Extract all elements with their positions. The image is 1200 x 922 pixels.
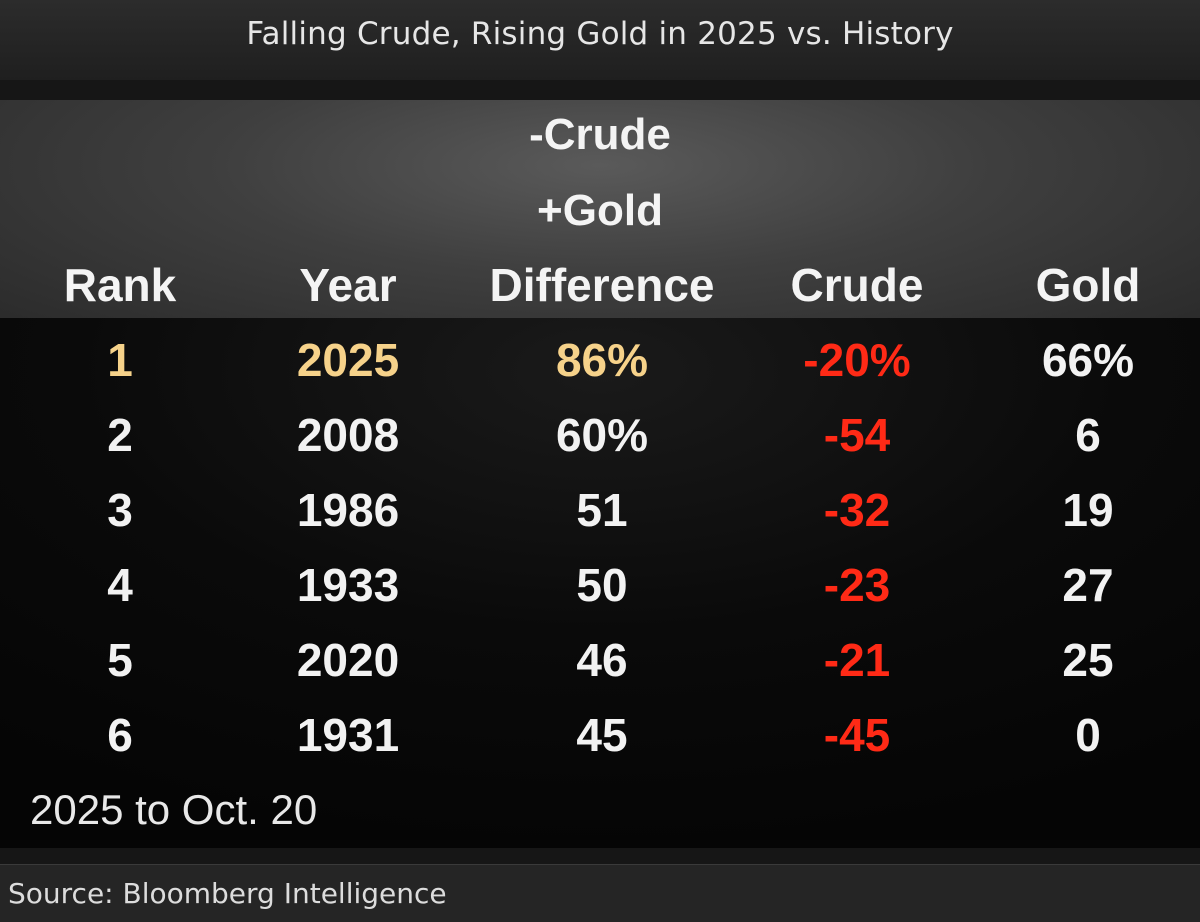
cell-rank: 3 bbox=[107, 484, 133, 536]
cell-gold: 27 bbox=[1062, 559, 1114, 611]
title-bar: Falling Crude, Rising Gold in 2025 vs. H… bbox=[0, 0, 1200, 80]
cell-rank: 2 bbox=[107, 409, 133, 461]
column-header-difference: Difference bbox=[489, 259, 715, 311]
cell-year: 2025 bbox=[296, 334, 400, 386]
group-label-gold: +Gold bbox=[537, 186, 663, 235]
cell-gold: 6 bbox=[1075, 409, 1101, 461]
source-bar: Source: Bloomberg Intelligence bbox=[0, 864, 1200, 922]
cell-year: 1931 bbox=[296, 709, 400, 761]
cell-crude: -21 bbox=[823, 634, 891, 686]
column-header-crude: Crude bbox=[790, 259, 924, 311]
cell-rank: 4 bbox=[107, 559, 133, 611]
cell-crude: -45 bbox=[823, 709, 891, 761]
table-header-area bbox=[0, 100, 1200, 318]
cell-year: 2020 bbox=[296, 634, 400, 686]
cell-gold: 0 bbox=[1075, 709, 1101, 761]
source-text: Source: Bloomberg Intelligence bbox=[8, 877, 447, 910]
cell-gold: 25 bbox=[1062, 634, 1114, 686]
cell-year: 1933 bbox=[296, 559, 400, 611]
cell-difference: 46 bbox=[576, 634, 628, 686]
column-header-year: Year bbox=[299, 259, 397, 311]
cell-year: 1986 bbox=[296, 484, 400, 536]
cell-rank: 6 bbox=[107, 709, 133, 761]
chart-title: Falling Crude, Rising Gold in 2025 vs. H… bbox=[246, 16, 954, 52]
cell-crude: -54 bbox=[823, 409, 891, 461]
table-body-area bbox=[0, 318, 1200, 848]
cell-year: 2008 bbox=[296, 409, 400, 461]
cell-difference: 86% bbox=[555, 334, 649, 386]
cell-difference: 45 bbox=[576, 709, 628, 761]
column-header-rank: Rank bbox=[63, 259, 177, 311]
cell-difference: 51 bbox=[576, 484, 628, 536]
cell-gold: 66% bbox=[1041, 334, 1135, 386]
group-label-crude: -Crude bbox=[529, 110, 671, 159]
cell-crude: -23 bbox=[823, 559, 891, 611]
cell-difference: 50 bbox=[576, 559, 628, 611]
cell-gold: 19 bbox=[1062, 484, 1114, 536]
cell-rank: 5 bbox=[107, 634, 133, 686]
cell-difference: 60% bbox=[555, 409, 649, 461]
column-header-gold: Gold bbox=[1035, 259, 1141, 311]
cell-rank: 1 bbox=[107, 334, 133, 386]
cell-crude: -20% bbox=[803, 334, 911, 386]
date-note: 2025 to Oct. 20 bbox=[30, 786, 318, 833]
cell-crude: -32 bbox=[823, 484, 891, 536]
table-panel bbox=[0, 100, 1200, 848]
